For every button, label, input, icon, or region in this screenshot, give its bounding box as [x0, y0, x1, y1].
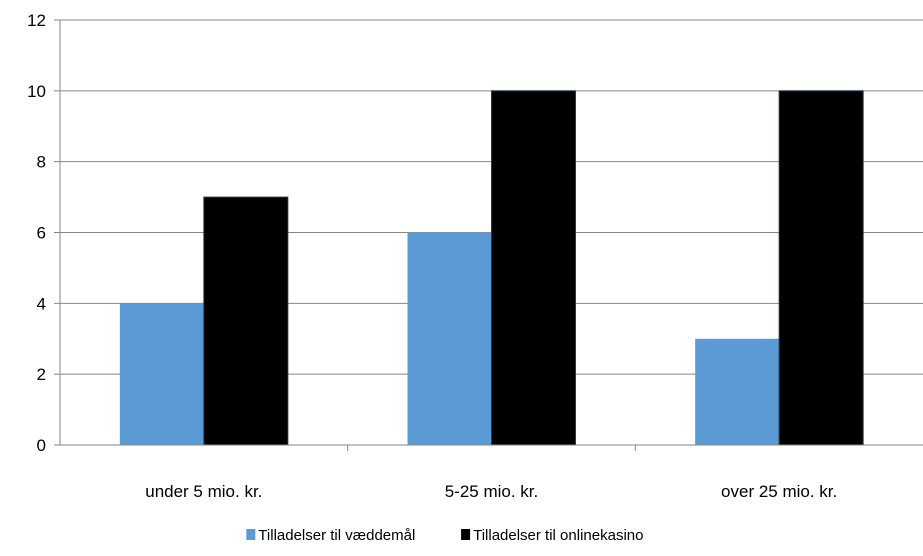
- bar-vaeddemaal: [695, 338, 780, 445]
- legend: Tilladelser til væddemål Tilladelser til …: [246, 527, 643, 544]
- legend-label: Tilladelser til onlinekasino: [473, 527, 643, 544]
- bar-vaeddemaal: [407, 232, 492, 445]
- legend-swatch: [461, 529, 471, 540]
- bar-onlinekasino: [491, 90, 576, 446]
- bars: [119, 90, 864, 446]
- legend-label: Tilladelser til væddemål: [258, 527, 415, 544]
- y-tick-label: 4: [37, 294, 46, 313]
- y-tick-label: 10: [27, 82, 46, 101]
- y-tick-labels: 0 2 4 6 8 10 12: [27, 11, 46, 455]
- bar-vaeddemaal: [119, 303, 204, 445]
- bar-onlinekasino: [203, 196, 289, 446]
- x-category-label: 5-25 mio. kr.: [445, 482, 539, 501]
- axes: [54, 19, 923, 451]
- x-category-labels: under 5 mio. kr. 5-25 mio. kr. over 25 mio…: [145, 482, 837, 501]
- y-tick-label: 6: [37, 224, 46, 243]
- bar-onlinekasino: [778, 90, 864, 446]
- y-tick-label: 12: [27, 11, 46, 30]
- x-category-label: over 25 mio. kr.: [721, 482, 837, 501]
- legend-swatch: [246, 529, 256, 540]
- x-category-label: under 5 mio. kr.: [145, 482, 262, 501]
- y-tick-label: 2: [37, 365, 46, 384]
- y-tick-label: 0: [37, 436, 46, 455]
- y-tick-label: 8: [37, 153, 46, 172]
